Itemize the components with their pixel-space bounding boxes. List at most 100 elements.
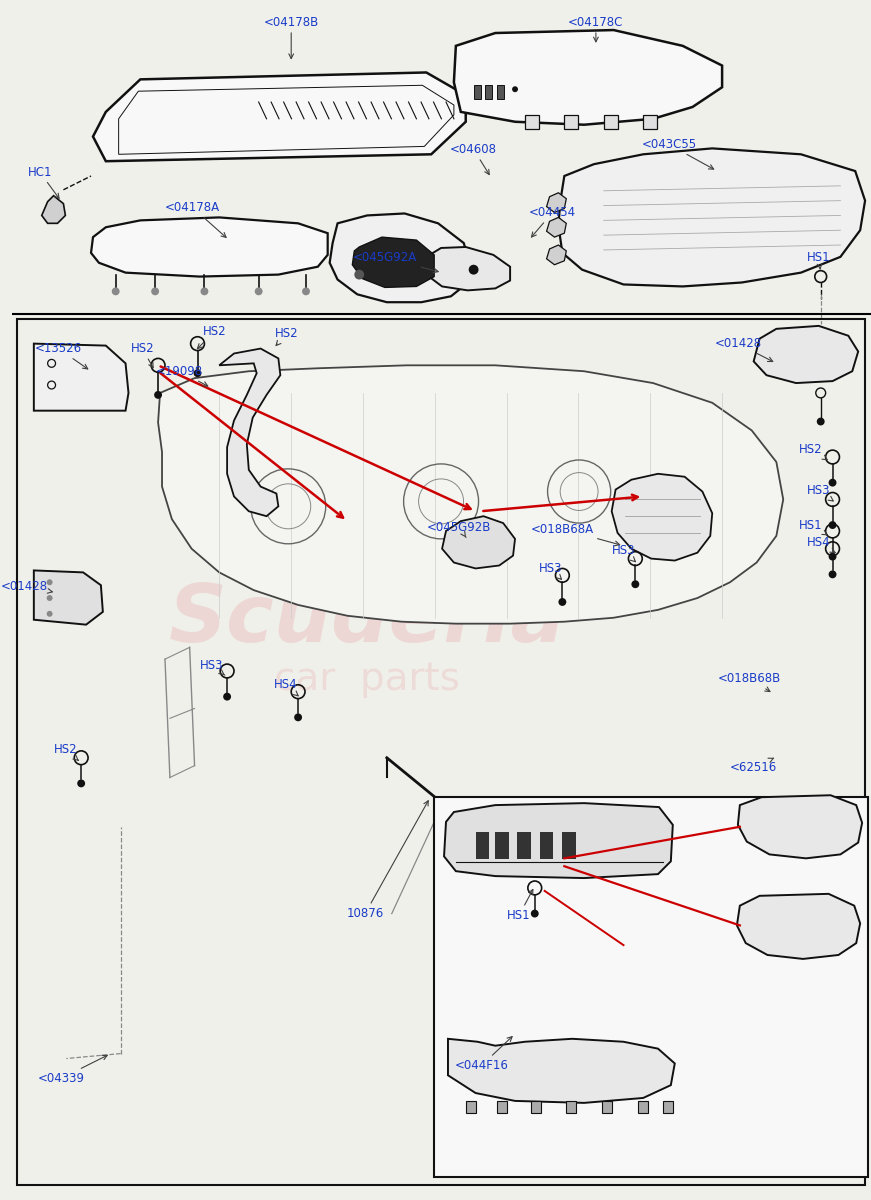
Circle shape (47, 595, 52, 601)
Text: <04608: <04608 (450, 143, 497, 174)
Text: <62516: <62516 (730, 758, 777, 774)
Polygon shape (426, 247, 510, 290)
Bar (540, 832, 553, 859)
Polygon shape (602, 1100, 611, 1112)
Polygon shape (663, 1100, 672, 1112)
Text: HS2: HS2 (54, 743, 78, 761)
Bar (563, 832, 577, 859)
Text: <044F16: <044F16 (455, 1037, 512, 1072)
Text: HS3: HS3 (539, 562, 563, 580)
Circle shape (828, 570, 836, 578)
Polygon shape (466, 1100, 476, 1112)
Circle shape (154, 391, 162, 398)
Circle shape (512, 86, 518, 92)
Polygon shape (34, 570, 103, 625)
Circle shape (558, 598, 566, 606)
Polygon shape (558, 149, 865, 287)
Polygon shape (454, 30, 722, 125)
Circle shape (828, 521, 836, 529)
Circle shape (47, 580, 52, 586)
Polygon shape (737, 894, 861, 959)
Polygon shape (474, 85, 481, 100)
Text: <045G92B: <045G92B (427, 521, 491, 538)
Text: HS3: HS3 (199, 659, 225, 676)
Text: HC1: HC1 (28, 166, 59, 198)
Polygon shape (448, 1039, 675, 1103)
Polygon shape (329, 214, 470, 302)
Text: <04178C: <04178C (568, 16, 624, 42)
Circle shape (223, 692, 231, 701)
Text: <018B68B: <018B68B (718, 672, 781, 691)
Circle shape (828, 479, 836, 487)
Text: <04339: <04339 (38, 1055, 107, 1085)
Circle shape (200, 288, 208, 295)
Circle shape (152, 288, 159, 295)
Circle shape (254, 288, 262, 295)
Polygon shape (219, 348, 280, 516)
Text: HS3: HS3 (611, 544, 636, 562)
Polygon shape (497, 1100, 507, 1112)
Text: <19098: <19098 (156, 365, 208, 386)
Polygon shape (485, 85, 492, 100)
Text: <04178B: <04178B (264, 16, 319, 59)
Text: HS1: HS1 (507, 889, 533, 922)
Polygon shape (442, 516, 515, 569)
Text: <01428: <01428 (714, 337, 773, 361)
Text: HS2: HS2 (198, 325, 226, 349)
Circle shape (530, 910, 538, 918)
Polygon shape (643, 115, 657, 128)
Polygon shape (34, 343, 129, 410)
Polygon shape (753, 326, 858, 383)
Text: <04178A: <04178A (165, 202, 226, 238)
Circle shape (828, 553, 836, 560)
Polygon shape (564, 115, 578, 128)
Bar (517, 832, 530, 859)
Polygon shape (611, 474, 712, 560)
Polygon shape (353, 238, 434, 288)
Bar (496, 832, 510, 859)
Circle shape (111, 288, 119, 295)
Bar (476, 832, 490, 859)
Polygon shape (158, 365, 783, 624)
Text: HS4: HS4 (273, 678, 298, 696)
Bar (17, 319, 865, 1184)
Text: HS1: HS1 (799, 518, 827, 535)
Polygon shape (444, 803, 672, 878)
Polygon shape (604, 115, 618, 128)
Text: HS3: HS3 (807, 484, 834, 502)
Circle shape (631, 581, 639, 588)
Text: HS1: HS1 (807, 251, 831, 269)
Polygon shape (93, 72, 466, 161)
Circle shape (302, 288, 310, 295)
Polygon shape (547, 193, 566, 212)
Circle shape (817, 418, 825, 426)
Text: 10876: 10876 (347, 800, 429, 920)
Polygon shape (525, 115, 538, 128)
Circle shape (78, 780, 85, 787)
Circle shape (294, 713, 302, 721)
Polygon shape (738, 796, 862, 858)
Text: <04454: <04454 (529, 206, 576, 238)
Polygon shape (42, 196, 65, 223)
Polygon shape (547, 217, 566, 238)
Polygon shape (497, 85, 504, 100)
Bar (434, 797, 868, 1177)
Circle shape (47, 611, 52, 617)
Polygon shape (566, 1100, 577, 1112)
Text: HS4: HS4 (807, 536, 835, 553)
Circle shape (354, 270, 364, 280)
Text: car  parts: car parts (274, 660, 460, 698)
Text: HS2: HS2 (274, 328, 298, 346)
Circle shape (469, 265, 478, 275)
Polygon shape (530, 1100, 541, 1112)
Text: <043C55: <043C55 (641, 138, 713, 169)
Polygon shape (91, 217, 327, 276)
Text: <018B68A: <018B68A (530, 522, 619, 546)
Text: <045G92A: <045G92A (353, 251, 438, 272)
Polygon shape (547, 245, 566, 265)
Text: HS2: HS2 (131, 342, 154, 367)
Text: <13526: <13526 (35, 342, 88, 368)
Text: HS2: HS2 (799, 443, 827, 460)
Text: <01428: <01428 (0, 580, 52, 593)
Text: Scuderia: Scuderia (169, 581, 565, 659)
